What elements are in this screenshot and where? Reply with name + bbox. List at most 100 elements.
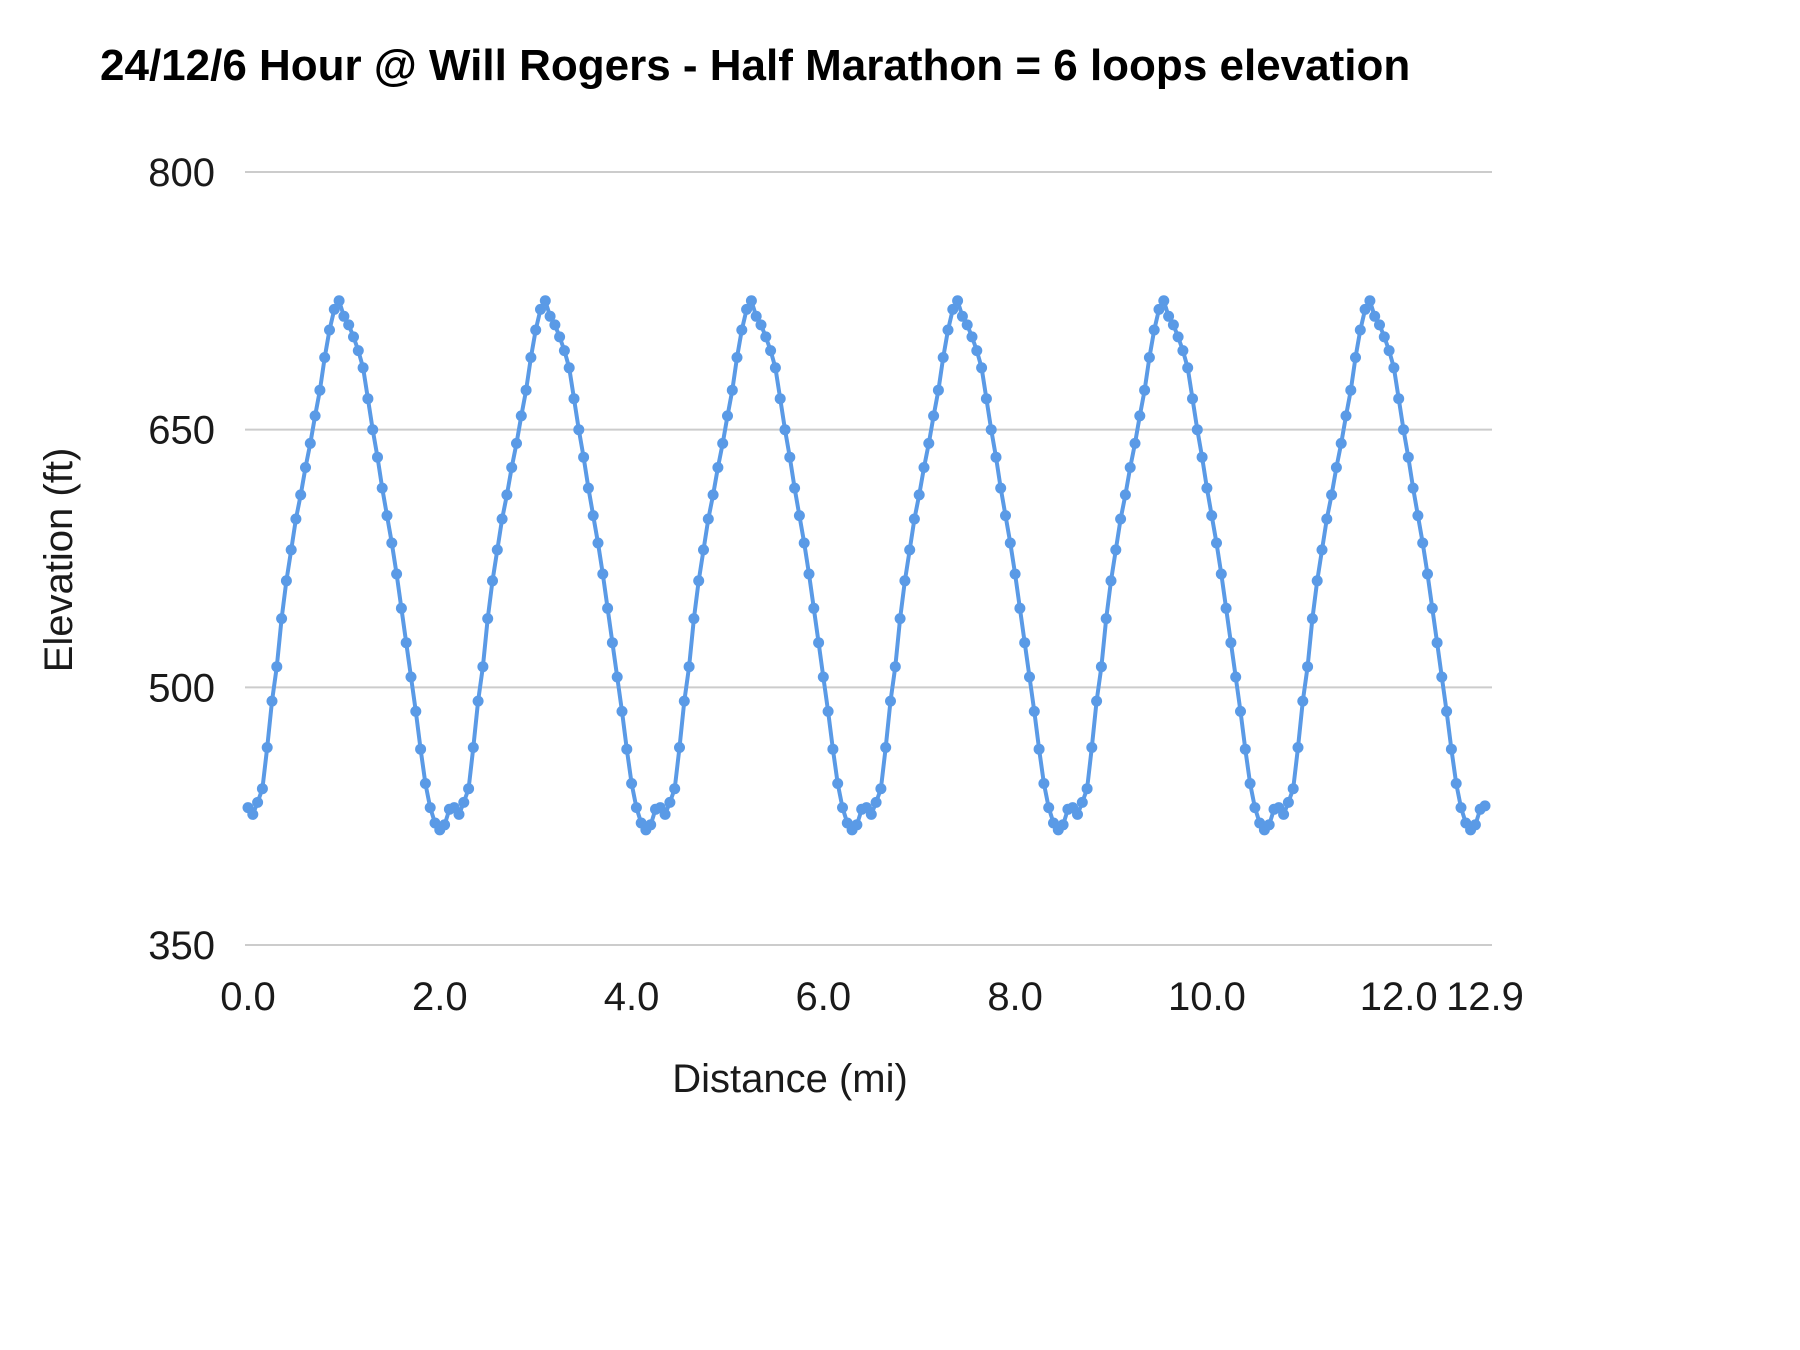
data-point — [779, 424, 791, 436]
data-point — [1215, 568, 1227, 580]
data-point — [482, 613, 494, 625]
data-point — [1249, 802, 1261, 814]
data-point — [496, 513, 508, 525]
data-point — [1081, 783, 1093, 795]
data-point — [755, 319, 767, 331]
data-point — [515, 410, 527, 422]
data-point — [765, 345, 777, 357]
data-point — [722, 410, 733, 422]
data-point — [990, 451, 1002, 463]
data-point — [1230, 671, 1242, 683]
chart-title: 24/12/6 Hour @ Will Rogers - Half Marath… — [100, 41, 1410, 90]
data-point — [606, 637, 618, 649]
data-point — [453, 808, 465, 820]
data-point — [1235, 705, 1246, 717]
data-point — [458, 796, 470, 808]
data-point — [736, 324, 748, 336]
data-point — [793, 510, 805, 522]
data-point — [1422, 568, 1433, 580]
data-point — [1350, 352, 1361, 363]
data-point — [971, 345, 983, 357]
y-tick-label: 800 — [148, 151, 215, 195]
data-point — [1110, 544, 1122, 556]
data-point — [1455, 802, 1467, 814]
data-point — [1000, 510, 1011, 522]
data-point — [1345, 384, 1357, 396]
data-point — [1244, 778, 1256, 789]
data-point — [894, 613, 906, 625]
data-point — [1330, 462, 1342, 473]
data-point — [520, 384, 532, 396]
data-point — [717, 437, 729, 449]
data-point — [621, 743, 633, 755]
data-point — [328, 303, 340, 315]
data-point — [271, 661, 283, 673]
data-point — [472, 695, 484, 707]
data-point — [424, 802, 436, 814]
data-point — [276, 613, 288, 625]
data-point — [324, 324, 335, 336]
data-point — [1302, 661, 1314, 673]
data-point — [1206, 510, 1218, 522]
data-point — [707, 489, 719, 501]
data-point — [592, 537, 604, 549]
data-point — [1383, 345, 1395, 357]
data-point — [477, 661, 489, 673]
data-point — [300, 462, 311, 473]
data-point — [343, 319, 355, 331]
data-point — [1211, 537, 1222, 549]
data-point — [573, 424, 585, 436]
data-point — [674, 742, 685, 753]
data-point — [932, 384, 944, 396]
data-point — [1095, 661, 1107, 673]
data-point — [942, 324, 954, 336]
data-point — [261, 742, 273, 753]
x-tick-label: 6.0 — [796, 975, 852, 1019]
data-point — [506, 462, 518, 473]
data-point — [875, 783, 887, 795]
data-point — [1038, 778, 1050, 789]
data-point — [1287, 783, 1299, 795]
data-point — [1172, 331, 1184, 343]
data-point — [319, 352, 331, 363]
data-point — [1158, 295, 1170, 307]
x-tick-label: 0.0 — [220, 975, 276, 1019]
data-point — [1239, 743, 1251, 755]
data-point — [1479, 800, 1491, 812]
data-point — [376, 482, 388, 494]
data-point — [582, 482, 594, 494]
data-point — [813, 637, 825, 649]
data-point — [885, 695, 896, 707]
data-point — [357, 362, 369, 374]
data-point — [285, 544, 297, 556]
data-point — [817, 671, 829, 683]
data-point — [1378, 331, 1390, 343]
data-point — [1364, 295, 1376, 307]
data-point — [1009, 568, 1021, 580]
data-point — [1369, 310, 1381, 322]
data-point — [1153, 303, 1165, 315]
data-point — [837, 802, 848, 814]
data-point — [1417, 537, 1429, 549]
data-point — [1354, 324, 1366, 336]
data-point — [976, 362, 988, 374]
data-point — [750, 310, 762, 322]
data-point — [1431, 637, 1443, 649]
data-point — [410, 705, 422, 717]
data-point — [789, 482, 801, 494]
data-point — [602, 602, 614, 614]
data-point — [362, 393, 374, 405]
data-point — [415, 743, 427, 755]
data-point — [1043, 802, 1055, 814]
data-point — [511, 437, 522, 449]
data-point — [616, 705, 628, 717]
data-point — [995, 482, 1007, 494]
data-point — [439, 819, 451, 831]
data-point — [1393, 393, 1405, 405]
y-axis-tick-labels: 350 500 650 800 — [148, 151, 215, 968]
data-point — [597, 568, 609, 580]
data-point — [1148, 324, 1160, 336]
data-point — [1143, 352, 1155, 363]
data-point — [381, 510, 393, 522]
